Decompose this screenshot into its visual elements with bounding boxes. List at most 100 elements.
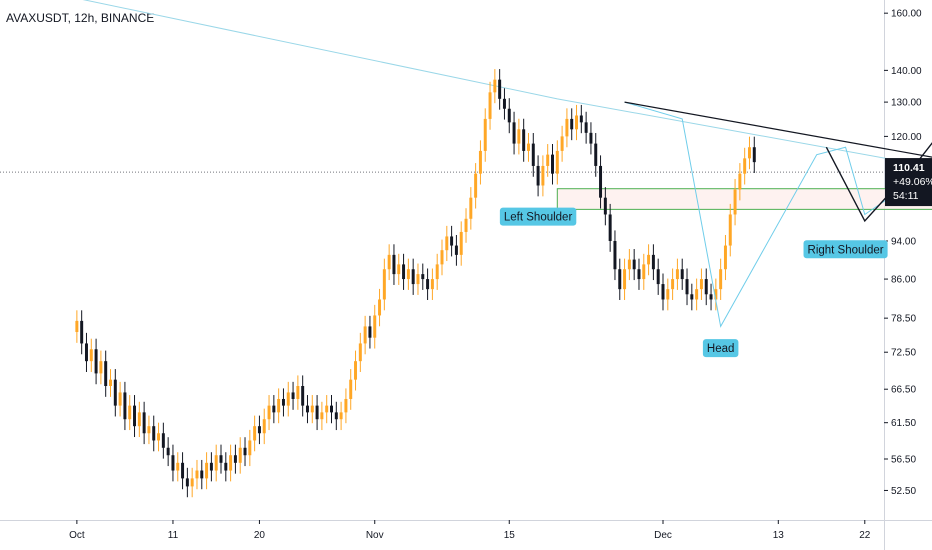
- bar-countdown: 54:11: [893, 190, 919, 202]
- candle-body: [536, 165, 540, 186]
- pattern-label-bg: [702, 339, 739, 358]
- y-tick-label: 66.50: [891, 385, 916, 396]
- candle-body: [421, 274, 425, 280]
- x-tick-label: 11: [168, 530, 179, 541]
- candle-body: [104, 361, 108, 386]
- candle-body: [315, 405, 319, 420]
- candle-body: [214, 455, 218, 471]
- candle-body: [171, 455, 175, 471]
- x-tick-label: 22: [859, 530, 871, 541]
- candle-body: [699, 279, 703, 290]
- candle-body: [406, 269, 410, 280]
- candle-body: [267, 405, 271, 420]
- candle-body: [301, 385, 305, 406]
- candle-body: [512, 122, 516, 144]
- candle-body: [402, 264, 406, 280]
- candle-body: [185, 478, 189, 487]
- candle-body: [675, 269, 679, 280]
- pattern-label-text: Head: [707, 343, 735, 355]
- candle-body: [368, 326, 372, 338]
- candle-body: [281, 398, 285, 406]
- candle-body: [142, 412, 146, 434]
- candle-body: [526, 143, 530, 151]
- pattern-path: [624, 101, 932, 328]
- candle-body: [392, 254, 396, 275]
- candle-body: [195, 470, 199, 479]
- y-tick-label: 160.00: [891, 9, 922, 20]
- candle-body: [603, 197, 607, 215]
- candle-body: [200, 470, 204, 479]
- candle-body: [75, 320, 79, 333]
- candle-body: [99, 361, 103, 374]
- candle-body: [733, 189, 737, 215]
- candle-body: [459, 231, 463, 255]
- candle-body: [411, 269, 415, 285]
- candle-body: [426, 279, 430, 290]
- candle-body: [464, 218, 468, 232]
- candle-body: [349, 379, 353, 399]
- candle-body: [599, 165, 603, 198]
- candle-body: [507, 108, 511, 123]
- candle-body: [229, 455, 233, 471]
- candle-body: [690, 294, 694, 300]
- candle-body: [594, 143, 598, 166]
- candle-body: [723, 245, 727, 270]
- candle-body: [493, 79, 497, 93]
- candle-body: [94, 349, 98, 374]
- candle-body: [651, 254, 655, 270]
- y-tick-label: 120.00: [891, 132, 922, 143]
- candle-body: [474, 173, 478, 198]
- candle-body: [502, 98, 506, 109]
- candle-body: [555, 150, 559, 174]
- candle-body: [382, 269, 386, 300]
- candle-body: [397, 264, 401, 275]
- candle-body: [89, 349, 93, 362]
- candle-body: [618, 269, 622, 290]
- candle-body: [743, 158, 747, 174]
- candle-body: [84, 343, 88, 362]
- candle-body: [320, 412, 324, 420]
- candle-body: [695, 289, 699, 300]
- candle-body: [373, 315, 377, 338]
- neckline: [624, 101, 932, 158]
- candle-body: [541, 165, 545, 186]
- y-tick-label: 86.00: [891, 275, 916, 286]
- candle-body: [358, 343, 362, 362]
- candle-body: [133, 405, 137, 427]
- candle-body: [565, 118, 569, 137]
- candle-body: [181, 462, 185, 479]
- candle-body: [113, 379, 117, 406]
- candle-body: [233, 455, 237, 463]
- candle-body: [575, 115, 579, 130]
- candle-body: [253, 426, 257, 441]
- candle-body: [579, 115, 583, 123]
- candle-body: [478, 150, 482, 174]
- candle-body: [589, 132, 593, 144]
- candle-body: [546, 154, 550, 166]
- pattern-label: Right Shoulder: [803, 240, 888, 259]
- candle-body: [613, 240, 617, 270]
- x-tick-label: 20: [254, 530, 266, 541]
- candle-body: [704, 279, 708, 295]
- candle-body: [642, 264, 646, 280]
- candle-body: [637, 269, 641, 280]
- candle-body: [728, 214, 732, 246]
- candle-body: [469, 197, 473, 219]
- candle-body: [570, 118, 574, 130]
- candle-body: [80, 320, 84, 344]
- candle-body: [128, 405, 132, 420]
- candle-body: [291, 392, 295, 399]
- candle-body: [522, 129, 526, 151]
- last-price-badge: 110.41 +49.06% 54:11: [885, 158, 932, 207]
- candle-body: [334, 412, 338, 420]
- candle-body: [483, 118, 487, 151]
- candle-body: [430, 279, 434, 290]
- y-tick-label: 56.50: [891, 455, 916, 466]
- candle-body: [339, 412, 343, 420]
- candle-body: [152, 426, 156, 441]
- y-tick-label: 52.50: [891, 486, 916, 497]
- candle-body: [560, 136, 564, 151]
- candle-body: [262, 419, 266, 434]
- candle-body: [656, 269, 660, 285]
